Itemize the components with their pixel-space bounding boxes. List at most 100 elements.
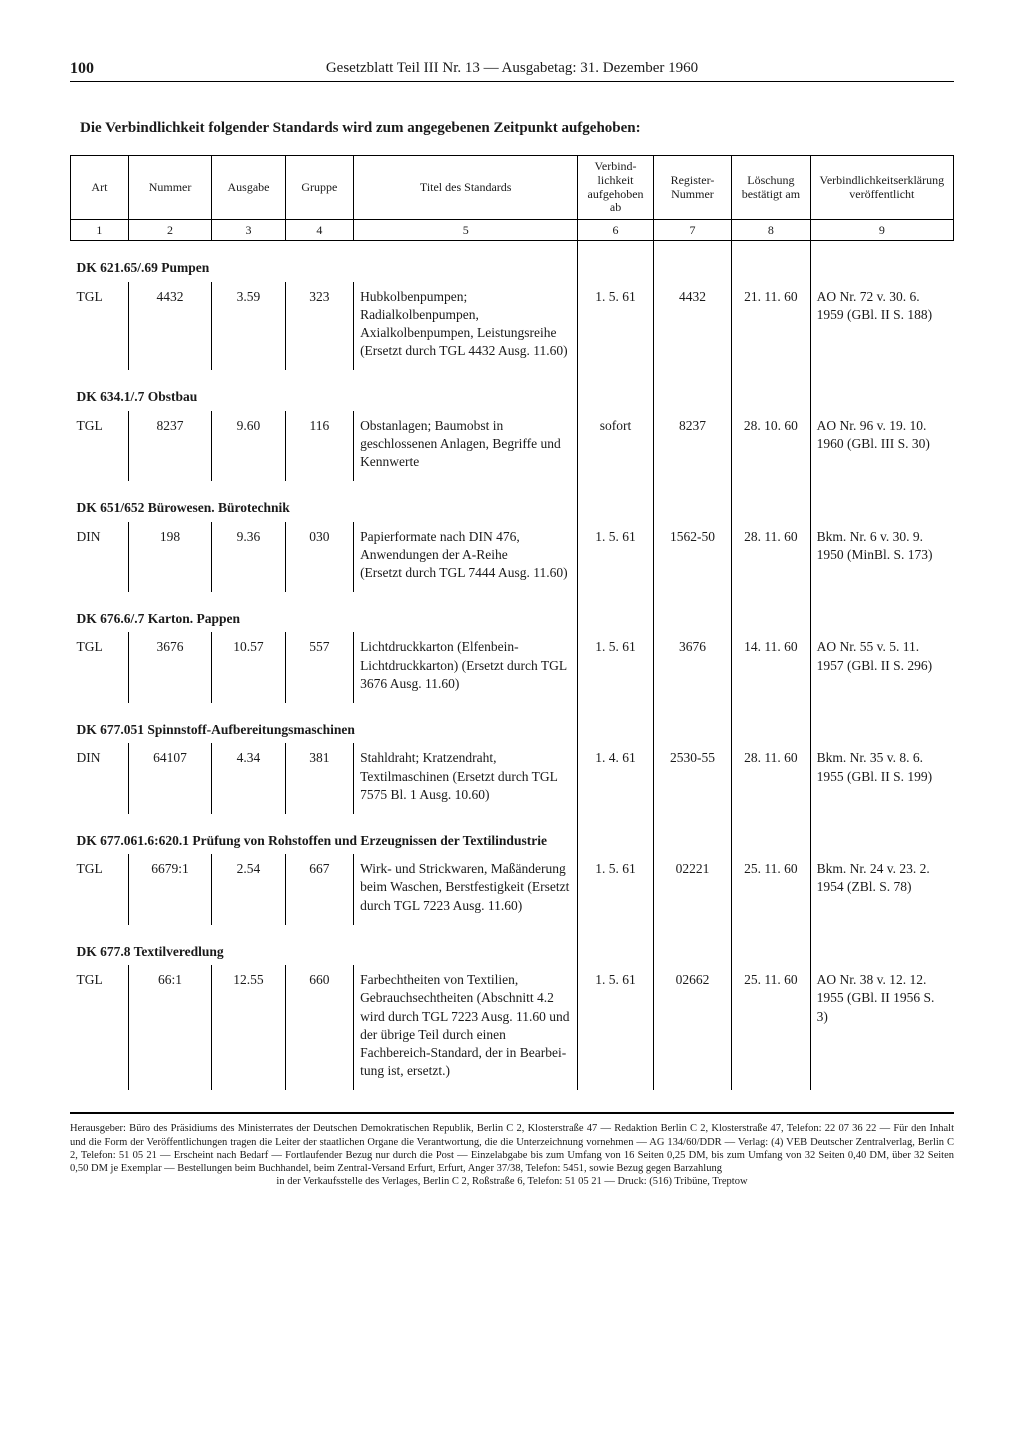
table-row: TGL367610.57557Lichtdruckkarton (Elfen­b… xyxy=(71,632,954,703)
cell-loe: 28. 11. 60 xyxy=(732,743,810,814)
cell-reg: 2530-55 xyxy=(653,743,731,814)
cell-ausgabe: 9.60 xyxy=(212,411,285,482)
page-number: 100 xyxy=(70,60,94,78)
section-empty-cell xyxy=(578,703,653,743)
col-art: Art xyxy=(71,156,129,220)
cell-art: TGL xyxy=(71,965,129,1090)
cell-loe: 25. 11. 60 xyxy=(732,965,810,1090)
cell-erkl: Bkm. Nr. 35 v. 8. 6. 1955 (GBl. II S. 19… xyxy=(810,743,953,814)
table-row: DIN641074.34381Stahldraht; Kratzendraht,… xyxy=(71,743,954,814)
cell-ausgabe: 2.54 xyxy=(212,854,285,925)
section-empty-cell xyxy=(732,925,810,965)
cell-titel: Stahldraht; Kratzendraht, Textilmaschine… xyxy=(354,743,578,814)
cell-gruppe: 667 xyxy=(285,854,353,925)
section-heading-row: DK 621.65/.69 Pumpen xyxy=(71,241,954,282)
section-empty-cell xyxy=(578,241,653,282)
running-header: 100 Gesetzblatt Teil III Nr. 13 — Ausgab… xyxy=(70,60,954,82)
section-empty-cell xyxy=(653,925,731,965)
colnum: 5 xyxy=(354,220,578,241)
cell-verb: 1. 5. 61 xyxy=(578,854,653,925)
running-title: Gesetzblatt Teil III Nr. 13 — Ausgabetag… xyxy=(326,60,698,76)
cell-titel: Papierformate nach DIN 476, Anwendungen … xyxy=(354,522,578,593)
section-heading: DK 621.65/.69 Pumpen xyxy=(71,241,578,282)
colnum: 6 xyxy=(578,220,653,241)
col-loeschung: Löschung bestätigt am xyxy=(732,156,810,220)
cell-verb: 1. 5. 61 xyxy=(578,965,653,1090)
imprint: Herausgeber: Büro des Präsidiums des Min… xyxy=(70,1122,954,1188)
cell-art: DIN xyxy=(71,743,129,814)
cell-verb: 1. 5. 61 xyxy=(578,282,653,371)
col-erklaerung: Verbindlichkeits­erklärung veröffentlich… xyxy=(810,156,953,220)
cell-ausgabe: 3.59 xyxy=(212,282,285,371)
section-title: Die Verbindlichkeit folgender Standards … xyxy=(80,120,954,137)
section-empty-cell xyxy=(810,592,953,632)
cell-reg: 02662 xyxy=(653,965,731,1090)
cell-art: TGL xyxy=(71,632,129,703)
col-ausgabe: Ausgabe xyxy=(212,156,285,220)
cell-loe: 21. 11. 60 xyxy=(732,282,810,371)
section-heading: DK 677.051 Spinnstoff-Aufbereitungsmasch… xyxy=(71,703,578,743)
table-row: DIN1989.36030Papierformate nach DIN 476,… xyxy=(71,522,954,593)
cell-ausgabe: 4.34 xyxy=(212,743,285,814)
section-empty-cell xyxy=(732,592,810,632)
section-empty-cell xyxy=(732,703,810,743)
section-heading: DK 676.6/.7 Karton. Pappen xyxy=(71,592,578,632)
section-heading: DK 677.061.6:620.1 Prüfung von Rohstoffe… xyxy=(71,814,578,854)
section-heading-row: DK 677.8 Textilveredlung xyxy=(71,925,954,965)
col-verbindlichkeit: Verbind­lichkeit aufge­hoben ab xyxy=(578,156,653,220)
cell-verb: sofort xyxy=(578,411,653,482)
colnum: 1 xyxy=(71,220,129,241)
cell-gruppe: 381 xyxy=(285,743,353,814)
cell-loe: 28. 10. 60 xyxy=(732,411,810,482)
cell-gruppe: 323 xyxy=(285,282,353,371)
section-empty-cell xyxy=(653,592,731,632)
colnum: 7 xyxy=(653,220,731,241)
imprint-line: in der Verkaufsstelle des Verlages, Berl… xyxy=(70,1175,954,1188)
section-heading-row: DK 676.6/.7 Karton. Pappen xyxy=(71,592,954,632)
colnum: 8 xyxy=(732,220,810,241)
section-heading-row: DK 677.051 Spinnstoff-Aufbereitungsmasch… xyxy=(71,703,954,743)
section-empty-cell xyxy=(810,814,953,854)
cell-verb: 1. 5. 61 xyxy=(578,632,653,703)
cell-titel: Hubkolbenpumpen; Radialkolbenpumpen, Axi… xyxy=(354,282,578,371)
cell-titel: Obstanlagen; Baumobst in geschlossenen A… xyxy=(354,411,578,482)
imprint-line: Herausgeber: Büro des Präsidiums des Min… xyxy=(70,1122,954,1175)
table-row: TGL44323.59323Hubkolbenpumpen; Radialkol… xyxy=(71,282,954,371)
cell-verb: 1. 4. 61 xyxy=(578,743,653,814)
section-heading-row: DK 634.1/.7 Obstbau xyxy=(71,370,954,410)
cell-nummer: 8237 xyxy=(128,411,211,482)
section-empty-cell xyxy=(653,241,731,282)
cell-nummer: 4432 xyxy=(128,282,211,371)
cell-titel: Wirk- und Strickwaren, Maßänderung beim … xyxy=(354,854,578,925)
colnum: 9 xyxy=(810,220,953,241)
section-empty-cell xyxy=(653,703,731,743)
section-empty-cell xyxy=(578,592,653,632)
cell-loe: 14. 11. 60 xyxy=(732,632,810,703)
cell-nummer: 198 xyxy=(128,522,211,593)
table-row: TGL82379.60116Obstanlagen; Baumobst in g… xyxy=(71,411,954,482)
cell-gruppe: 116 xyxy=(285,411,353,482)
standards-table: Art Nummer Ausgabe Gruppe Titel des Stan… xyxy=(70,155,954,1090)
cell-reg: 8237 xyxy=(653,411,731,482)
cell-nummer: 3676 xyxy=(128,632,211,703)
table-row: TGL66:112.55660Farbechtheiten von Textil… xyxy=(71,965,954,1090)
section-heading: DK 677.8 Textilveredlung xyxy=(71,925,578,965)
colnum: 2 xyxy=(128,220,211,241)
section-empty-cell xyxy=(732,481,810,521)
section-empty-cell xyxy=(653,481,731,521)
cell-nummer: 66:1 xyxy=(128,965,211,1090)
table-header-row: Art Nummer Ausgabe Gruppe Titel des Stan… xyxy=(71,156,954,220)
cell-nummer: 6679:1 xyxy=(128,854,211,925)
section-empty-cell xyxy=(810,241,953,282)
col-register: Register-Nummer xyxy=(653,156,731,220)
section-empty-cell xyxy=(810,370,953,410)
section-empty-cell xyxy=(732,814,810,854)
cell-reg: 4432 xyxy=(653,282,731,371)
cell-erkl: Bkm. Nr. 6 v. 30. 9. 1950 (MinBl. S. 173… xyxy=(810,522,953,593)
cell-erkl: AO Nr. 38 v. 12. 12. 1955 (GBl. II 1956 … xyxy=(810,965,953,1090)
section-empty-cell xyxy=(653,814,731,854)
col-titel: Titel des Standards xyxy=(354,156,578,220)
section-heading-row: DK 677.061.6:620.1 Prüfung von Rohstoffe… xyxy=(71,814,954,854)
section-empty-cell xyxy=(732,370,810,410)
col-nummer: Nummer xyxy=(128,156,211,220)
